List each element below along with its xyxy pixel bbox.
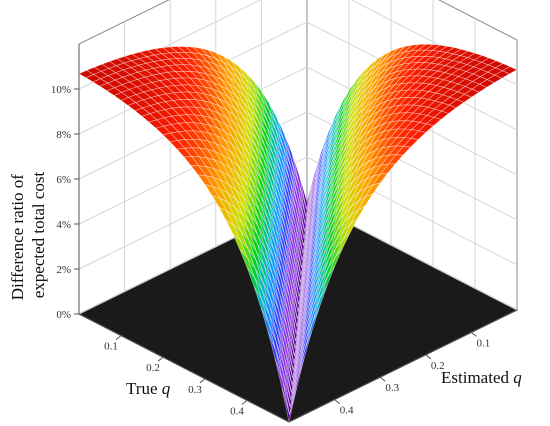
estimated-q-tick-label: 0.1 [477, 337, 491, 349]
y-axis-title-variable: q [513, 368, 522, 387]
z-tick-label: 6% [56, 174, 71, 186]
estimated-q-tick-mark [471, 332, 477, 337]
y-axis-title: Estimated q [441, 368, 522, 387]
z-tick-label: 2% [56, 264, 71, 276]
estimated-q-tick-mark [425, 354, 432, 360]
estimated-q-axis-line [288, 309, 518, 423]
estimated-q-tick-label: 0.2 [431, 360, 445, 372]
estimated-q-tick-label: 0.4 [340, 405, 354, 417]
x-axis-title-prefix: True [126, 379, 162, 398]
wall-gridline [78, 156, 518, 270]
estimated-q-tick-mark [379, 376, 386, 382]
chart-axes: 0% 2% 4% 6% 8% 10% 0.1 0.2 0.3 0.4 0.1 0.2 0.3 0.4 [51, 44, 518, 423]
x-axis-title-variable: q [162, 379, 171, 398]
estimated-q-tick-label: 0.3 [385, 382, 399, 394]
true-q-tick-mark [115, 335, 122, 340]
z-axis-title: Difference ratio of expected total cost [8, 170, 48, 300]
true-q-tick-label: 0.4 [230, 405, 244, 417]
z-tick-label: 4% [56, 219, 71, 231]
true-q-axis-line [78, 313, 290, 423]
surface-plot [78, 43, 518, 423]
true-q-tick-label: 0.1 [104, 341, 118, 353]
x-axis-title: True q [126, 379, 171, 398]
z-axis-title-line1: Difference ratio of [8, 174, 27, 301]
z-tick-label: 0% [56, 309, 71, 321]
true-q-tick-label: 0.2 [146, 362, 160, 374]
wall-gridline [78, 111, 518, 225]
true-q-tick-mark [241, 400, 248, 405]
z-tick-label: 10% [51, 84, 71, 96]
z-tick-label: 8% [56, 129, 71, 141]
wall-gridline [78, 66, 518, 180]
true-q-tick-mark [199, 378, 206, 384]
estimated-q-tick-mark [334, 399, 340, 404]
y-axis-title-prefix: Estimated [441, 368, 513, 387]
z-axis-title-line2: expected total cost [29, 171, 48, 298]
true-q-tick-label: 0.3 [188, 384, 202, 396]
true-q-tick-mark [157, 356, 164, 362]
